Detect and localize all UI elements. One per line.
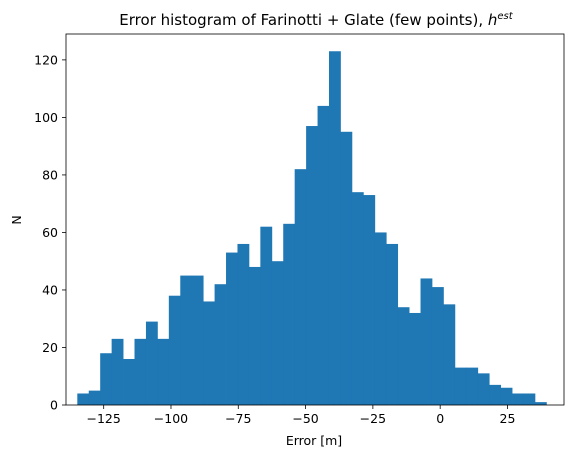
y-axis-label: N (9, 215, 24, 224)
histogram-bar (260, 226, 273, 405)
y-tick-label: 80 (42, 167, 58, 182)
histogram-bar (271, 261, 284, 405)
x-tick-label: −125 (87, 411, 121, 426)
x-tick-label: 0 (436, 411, 444, 426)
histogram-bar (191, 275, 204, 405)
histogram-bar (180, 275, 193, 405)
histogram-bar (431, 287, 444, 405)
histogram-bar (203, 301, 215, 405)
histogram-bar (512, 393, 524, 405)
histogram-bar (363, 195, 376, 405)
histogram-bar (500, 387, 513, 405)
histogram-bar (397, 307, 410, 405)
histogram-bars (77, 51, 547, 406)
y-tick-label: 100 (34, 110, 58, 125)
histogram-bar (237, 243, 250, 405)
histogram-bar (134, 338, 147, 405)
histogram-bar (523, 393, 536, 405)
y-tick-label: 40 (42, 282, 58, 297)
x-axis-label: Error [m] (286, 433, 342, 448)
plot-frame (65, 33, 565, 406)
x-tick-label: 25 (500, 411, 516, 426)
histogram-bar (100, 353, 113, 405)
x-tick-label: −75 (225, 411, 251, 426)
histogram-bar (317, 105, 330, 405)
histogram-bar (248, 266, 261, 405)
x-tick-label: −25 (360, 411, 386, 426)
histogram-bar (443, 304, 456, 405)
chart-title: Error histogram of Farinotti + Glate (fe… (119, 11, 513, 29)
histogram-bar (374, 232, 387, 405)
histogram-bar (534, 402, 547, 405)
histogram-bar (77, 393, 90, 405)
histogram-bar (351, 192, 364, 405)
y-tick-label: 20 (42, 340, 58, 355)
histogram-bar (168, 295, 181, 405)
y-tick-label: 0 (50, 398, 58, 413)
x-tick-label: −50 (292, 411, 318, 426)
histogram-bar (214, 284, 227, 405)
histogram-bar (306, 126, 318, 405)
histogram-bar (226, 252, 238, 405)
y-tick-label: 60 (42, 225, 58, 240)
histogram-bar (145, 321, 158, 405)
histogram-bar (283, 223, 296, 405)
histogram-bar (454, 367, 467, 405)
histogram-bar (466, 367, 479, 405)
histogram-bar (111, 338, 124, 405)
axes: −125 −100 −75 −50 −25 0 25 0 20 40 60 80 100 120 (34, 33, 565, 426)
histogram-bar (123, 358, 135, 405)
histogram-bar (489, 384, 502, 405)
histogram-bar (294, 169, 307, 405)
y-tick-label: 120 (34, 52, 58, 67)
histogram-bar (477, 373, 490, 405)
histogram-bar (88, 390, 101, 405)
histogram-bar (340, 131, 353, 405)
x-tick-label: −100 (154, 411, 188, 426)
histogram-bar (386, 243, 399, 405)
histogram-bar (420, 278, 433, 405)
histogram-bar (409, 312, 421, 405)
histogram-bar (328, 51, 341, 406)
histogram-bar (157, 338, 170, 405)
